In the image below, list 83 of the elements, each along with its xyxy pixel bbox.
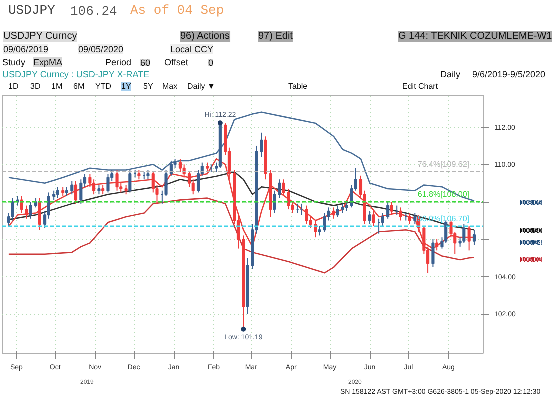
text: Daily ▼	[188, 82, 216, 91]
text: 09/05/2020	[78, 44, 124, 54]
text: 96) Actions	[180, 31, 230, 42]
text: USDJPY	[8, 3, 56, 18]
candlestick	[29, 202, 32, 220]
text: 9/6/2019-9/5/2020	[472, 70, 546, 80]
text: 09/06/2019	[4, 44, 49, 54]
candlestick	[62, 186, 65, 197]
candlestick	[287, 188, 290, 210]
text: 3D	[30, 82, 41, 91]
text: Study	[2, 58, 26, 68]
text: Table	[288, 82, 308, 91]
text: USDJPY Curncy	[4, 31, 78, 42]
text: 60	[140, 58, 151, 68]
candlestick	[178, 158, 182, 173]
text: Period	[106, 58, 132, 68]
candlestick	[56, 186, 60, 199]
candlestick	[368, 210, 372, 225]
text: 1D	[8, 82, 19, 91]
candlestick	[11, 198, 14, 222]
text: 106.24	[70, 4, 118, 19]
candlestick	[273, 190, 276, 214]
candlestick	[88, 174, 92, 188]
candlestick	[102, 184, 105, 196]
candlestick	[70, 181, 74, 196]
candlestick	[98, 184, 101, 196]
candlestick	[278, 179, 282, 199]
candlestick	[345, 202, 348, 212]
candlestick	[472, 230, 476, 246]
candlestick	[124, 184, 128, 196]
candlestick	[38, 198, 42, 231]
candlestick	[65, 186, 69, 197]
candlestick	[462, 224, 466, 244]
candlestick	[341, 203, 344, 214]
candlestick	[146, 170, 150, 180]
candlestick	[116, 170, 119, 192]
text: ExpMA	[34, 58, 63, 68]
line-series	[8, 112, 476, 202]
line-series	[8, 198, 476, 274]
text: G 144: TEKNIK COZUMLEME-W1	[398, 31, 553, 42]
candlestick	[318, 226, 322, 236]
ref-line-label: 76.4%[109.62]	[418, 160, 470, 169]
candlestick	[282, 179, 286, 197]
text: 97) Edit	[258, 31, 294, 42]
candlestick	[399, 207, 402, 222]
text: As of 04 Sep	[130, 3, 224, 18]
text: YTD	[96, 82, 112, 91]
candlestick	[52, 190, 56, 201]
text: 1Y	[122, 82, 132, 91]
candlestick	[432, 238, 435, 268]
text: 0	[208, 58, 214, 68]
text: 1M	[52, 82, 63, 91]
text: 6M	[74, 82, 85, 91]
candlestick	[128, 170, 132, 194]
text: Edit Chart	[402, 82, 439, 91]
candlestick	[408, 212, 412, 225]
candlestick	[414, 212, 417, 225]
candlestick	[305, 205, 308, 225]
candlestick	[390, 202, 394, 216]
candlestick	[138, 170, 141, 180]
candlestick	[381, 212, 384, 227]
text: 5Y	[144, 82, 154, 91]
candlestick	[20, 196, 24, 214]
candlestick	[332, 207, 336, 220]
candlestick	[386, 202, 390, 220]
candlestick	[188, 172, 192, 188]
candlestick	[25, 205, 29, 220]
candlestick	[196, 170, 200, 194]
text: Max	[162, 82, 178, 91]
candlestick	[206, 162, 210, 173]
candlestick	[372, 210, 376, 227]
text: Local CCY	[170, 44, 214, 54]
candlestick	[323, 212, 326, 232]
chart-title: USDJPY Curncy : USD-JPY X-RATE	[2, 70, 150, 80]
candlestick	[106, 174, 110, 194]
candlestick	[34, 198, 38, 208]
candlestick	[92, 179, 96, 196]
candlestick	[74, 181, 78, 204]
text: Daily	[440, 70, 462, 80]
candlestick	[260, 132, 264, 158]
candlestick	[80, 179, 83, 204]
candlestick	[336, 205, 340, 218]
text: Offset	[164, 58, 189, 68]
